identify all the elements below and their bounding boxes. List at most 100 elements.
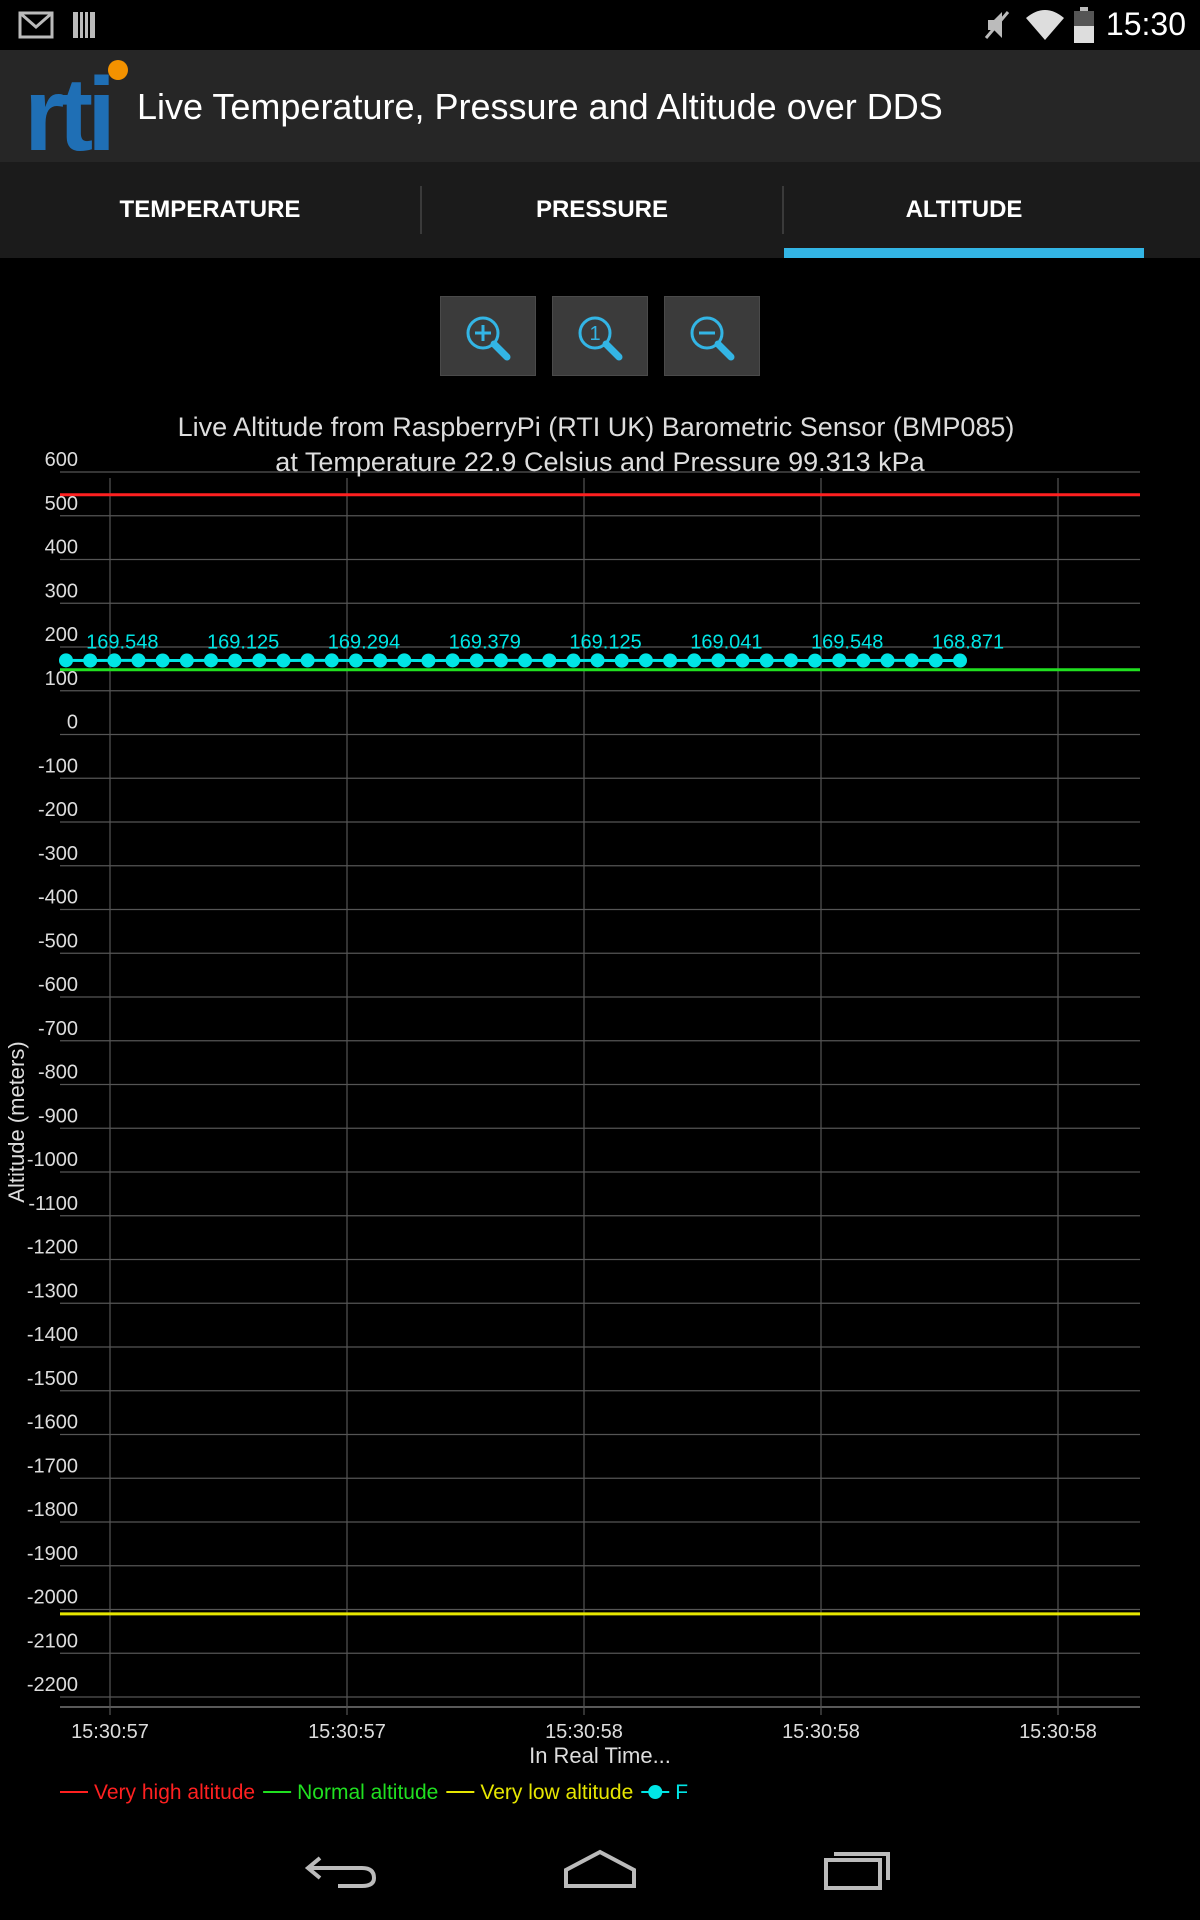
chart-grid [60, 471, 1140, 1715]
y-tick-label: -1200 [27, 1237, 78, 1259]
gmail-icon [18, 11, 54, 39]
data-point [252, 653, 267, 668]
y-tick-label: -300 [38, 843, 78, 865]
storage-icon [73, 12, 95, 38]
data-label: 169.379 [449, 632, 521, 654]
navigation-bar [0, 1826, 1200, 1920]
data-point [300, 653, 315, 668]
data-point [638, 653, 653, 668]
status-bar: 15:30 [0, 0, 1200, 50]
y-tick-label: -900 [38, 1105, 78, 1127]
tab-label: PRESSURE [535, 196, 669, 223]
data-point [228, 653, 243, 668]
y-tick-label: 0 [67, 712, 78, 734]
tab-bar: TEMPERATURE PRESSURE ALTITUDE [0, 162, 1200, 258]
y-tick-label: -2000 [27, 1587, 78, 1609]
data-point [880, 653, 895, 668]
data-point [518, 653, 533, 668]
tab-label: TEMPERATURE [119, 196, 301, 223]
legend-label: Very low altitude [480, 1781, 633, 1804]
data-point [179, 653, 194, 668]
y-tick-label: 100 [45, 668, 78, 690]
data-point [493, 653, 508, 668]
data-point [276, 653, 291, 668]
x-tick-label: 15:30:58 [545, 1721, 623, 1743]
tab-label: ALTITUDE [905, 196, 1023, 223]
data-point [904, 653, 919, 668]
data-point [83, 653, 98, 668]
data-point [131, 653, 146, 668]
y-tick-label: -1000 [27, 1149, 78, 1171]
action-bar: rti Live Temperature, Pressure and Altit… [0, 50, 1200, 162]
data-point [203, 653, 218, 668]
tab-divider [420, 186, 422, 234]
home-icon[interactable] [556, 1844, 644, 1894]
x-tick-label: 15:30:58 [1019, 1721, 1097, 1743]
tab-pressure[interactable]: PRESSURE [422, 162, 782, 258]
data-point [735, 653, 750, 668]
selected-tab-indicator [784, 248, 1144, 258]
data-label: 168.871 [932, 632, 1004, 654]
data-point [373, 653, 388, 668]
y-tick-label: -1800 [27, 1499, 78, 1521]
data-point [542, 653, 557, 668]
y-tick-label: -2200 [27, 1674, 78, 1696]
data-label: 169.548 [811, 631, 883, 653]
altitude-chart[interactable]: 600 500 400 300 200 100 0 -100 -200 -300 -400 -500 -… [0, 410, 1200, 1810]
back-icon[interactable] [300, 1846, 390, 1896]
zoom-reset-button[interactable]: 1 [552, 296, 648, 376]
y-tick-label: 500 [45, 493, 78, 515]
y-tick-label: -600 [38, 974, 78, 996]
legend-label: F [675, 1781, 688, 1804]
data-point [445, 653, 460, 668]
data-label: 169.125 [569, 631, 641, 653]
zoom-reset-icon: 1 [578, 316, 623, 361]
y-tick-label: -800 [38, 1062, 78, 1084]
battery-icon [1074, 7, 1094, 43]
data-point [324, 653, 339, 668]
data-point [832, 653, 847, 668]
data-point [421, 653, 436, 668]
chart-legend: Very high altitude Normal altitude Very lo… [60, 1781, 688, 1804]
rti-logo: rti [24, 57, 128, 158]
zoom-in-button[interactable] [440, 296, 536, 376]
data-point [953, 653, 967, 668]
y-tick-label: 300 [45, 580, 78, 602]
data-label: 169.125 [207, 632, 279, 654]
zoom-out-button[interactable] [664, 296, 760, 376]
data-point [59, 653, 73, 668]
data-point [566, 653, 581, 668]
legend-label: Normal altitude [297, 1781, 438, 1804]
data-point [856, 653, 871, 668]
x-tick-label: 15:30:57 [71, 1721, 149, 1743]
x-tick-label: 15:30:57 [308, 1721, 386, 1743]
y-tick-label: -100 [38, 755, 78, 777]
recents-icon[interactable] [818, 1842, 898, 1896]
chart-title: Live Altitude from RaspberryPi (RTI UK) … [178, 412, 1015, 442]
data-point [711, 653, 726, 668]
zoom-in-icon [466, 316, 511, 361]
legend-marker [648, 1785, 663, 1799]
data-point [107, 653, 122, 668]
data-label: 169.294 [328, 632, 400, 654]
status-clock: 15:30 [1105, 6, 1186, 42]
y-tick-label: -700 [38, 1018, 78, 1040]
data-point [469, 653, 484, 668]
y-tick-label: -1300 [27, 1280, 78, 1302]
data-label: 169.548 [86, 631, 158, 653]
zoom-out-icon [690, 316, 735, 361]
y-tick-label: -1100 [28, 1193, 78, 1215]
y-tick-label: -200 [38, 799, 78, 821]
svg-text:1: 1 [589, 323, 600, 345]
data-point [614, 653, 629, 668]
y-tick-label: -2100 [27, 1630, 78, 1652]
data-point [590, 653, 605, 668]
y-tick-label: 400 [45, 537, 78, 559]
tab-temperature[interactable]: TEMPERATURE [0, 162, 420, 258]
data-point [759, 653, 774, 668]
y-tick-label: 600 [45, 449, 78, 471]
data-point [397, 653, 412, 668]
y-tick-label: -400 [38, 887, 78, 909]
y-tick-label: -500 [38, 930, 78, 952]
tab-altitude[interactable]: ALTITUDE [784, 162, 1144, 258]
